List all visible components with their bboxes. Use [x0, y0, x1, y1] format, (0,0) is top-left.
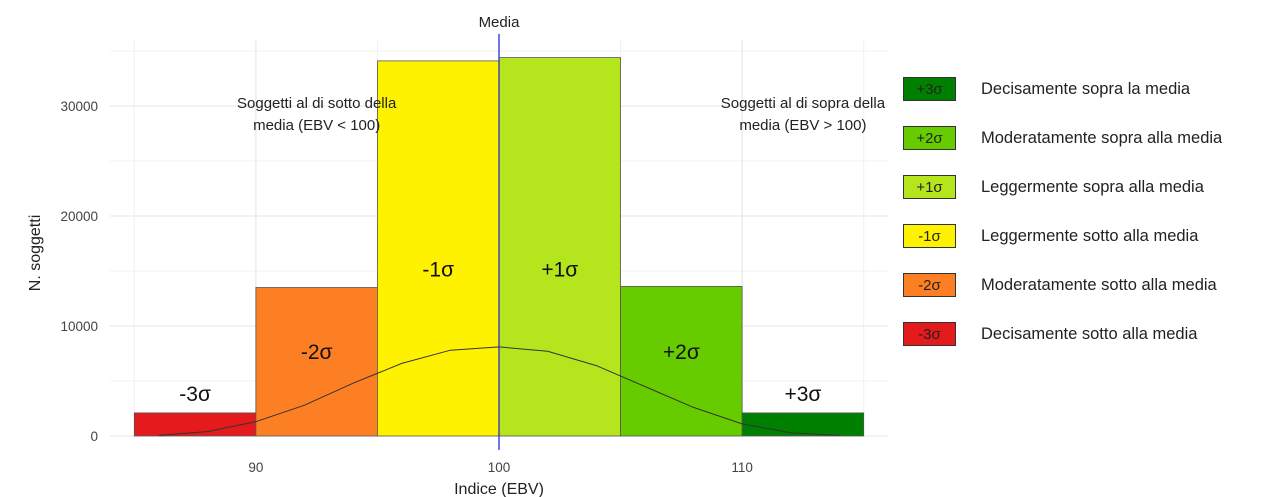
y-axis-title: N. soggetti — [27, 215, 44, 291]
legend-item: -2σ Moderatamente sotto alla media — [903, 272, 1217, 298]
legend-label: Decisamente sotto alla media — [981, 324, 1198, 343]
bar-sigma-label: +3σ — [784, 383, 821, 406]
legend-swatch: -3σ — [903, 322, 956, 346]
bars — [133, 57, 865, 437]
legend-label: Leggermente sopra alla media — [981, 177, 1204, 196]
histogram-bar — [741, 412, 865, 437]
annotation-line: media (EBV > 100) — [739, 117, 866, 134]
bar-labels: -3σ -2σ -1σ +1σ +2σ +3σ — [179, 259, 821, 406]
annotations: Soggetti al di sotto della media (EBV < 1… — [237, 95, 886, 134]
legend-label: Decisamente sopra la media — [981, 79, 1191, 98]
bar-sigma-label: -1σ — [422, 259, 454, 282]
histogram-bar — [377, 60, 500, 437]
legend-label: Moderatamente sotto alla media — [981, 275, 1217, 294]
legend-swatch: -2σ — [903, 273, 956, 297]
bar-sigma-label: -2σ — [301, 341, 333, 364]
x-tick-label: 90 — [248, 460, 263, 475]
histogram-bar — [620, 285, 743, 437]
x-tick-label: 100 — [488, 460, 511, 475]
legend-item: +1σ Leggermente sopra alla media — [903, 174, 1204, 200]
histogram-bar — [498, 57, 621, 437]
y-tick-label: 10000 — [60, 319, 98, 334]
mean-line-group: Media — [479, 14, 521, 450]
legend-swatch: +3σ — [903, 77, 956, 101]
legend-item: +2σ Moderatamente sopra alla media — [903, 125, 1222, 151]
x-tick-label: 110 — [731, 460, 753, 475]
x-axis-title: Indice (EBV) — [454, 481, 544, 497]
histogram-bar — [255, 287, 378, 437]
bar-sigma-label: +2σ — [663, 341, 700, 364]
y-tick-label: 20000 — [60, 209, 98, 224]
legend-swatch: +1σ — [903, 175, 956, 199]
axes: 0 10000 20000 30000 90 100 110 Indice (EBV) N. s… — [27, 99, 753, 497]
annotation-line: media (EBV < 100) — [253, 117, 380, 134]
legend-swatch: +2σ — [903, 126, 956, 150]
legend-label: Moderatamente sopra alla media — [981, 128, 1223, 147]
legend-item: -1σ Leggermente sotto alla media — [903, 223, 1198, 249]
legend-swatch: -1σ — [903, 224, 956, 248]
annotation-line: Soggetti al di sotto della — [237, 95, 397, 112]
legend-item: +3σ Decisamente sopra la media — [903, 76, 1190, 102]
mean-line-label: Media — [479, 14, 521, 31]
annotation-line: Soggetti al di sopra della — [721, 95, 886, 112]
y-tick-label: 30000 — [60, 99, 98, 114]
legend-label: Leggermente sotto alla media — [981, 226, 1199, 245]
bar-sigma-label: +1σ — [541, 259, 578, 282]
y-tick-label: 0 — [90, 429, 98, 444]
legend-item: -3σ Decisamente sotto alla media — [903, 321, 1197, 347]
bar-sigma-label: -3σ — [179, 383, 211, 406]
